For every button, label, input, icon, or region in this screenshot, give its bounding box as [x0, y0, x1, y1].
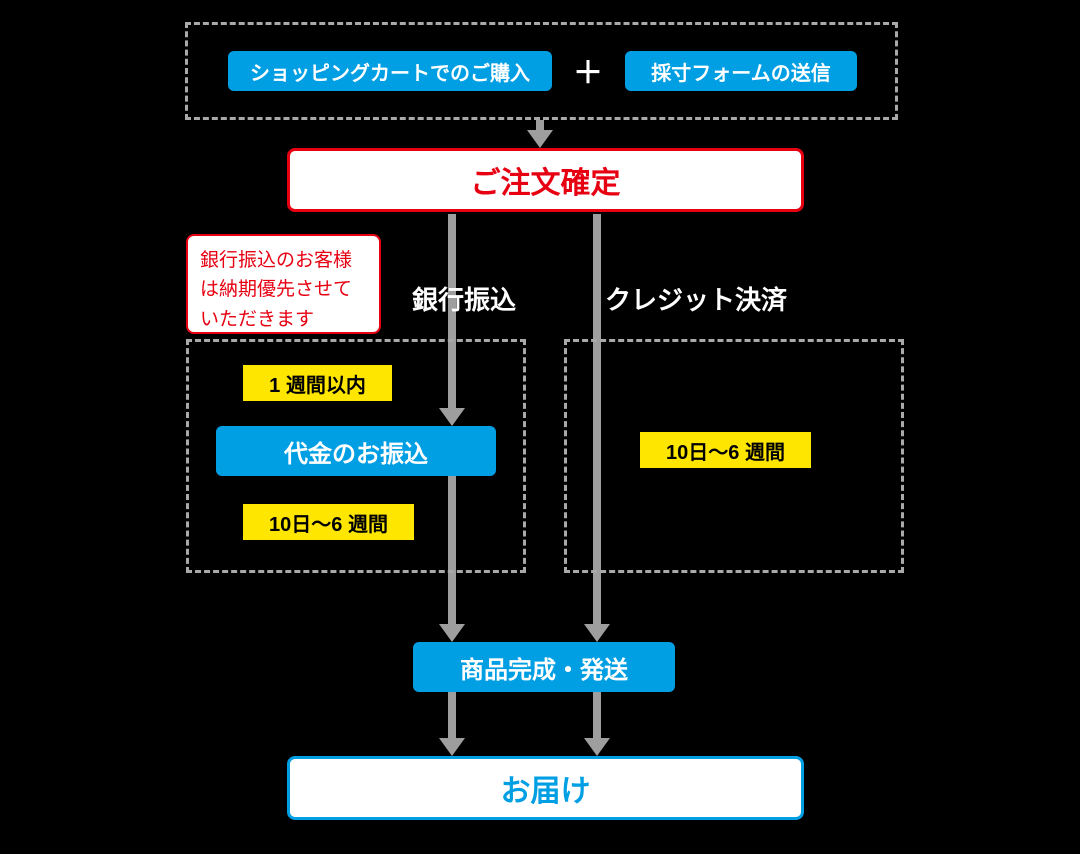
credit-duration-10d-6w: 10日～6 週間: [640, 432, 811, 468]
product-complete-ship-pill: 商品完成・発送: [413, 642, 675, 692]
bank-duration-10d-6w: 10日～6 週間: [243, 504, 414, 540]
measurement-form-label: 採寸フォームの送信: [651, 57, 830, 86]
arrow-layer: [0, 0, 1080, 854]
payment-transfer-label: 代金のお振込: [284, 434, 428, 469]
cart-purchase-label: ショッピングカートでのご購入: [250, 57, 530, 86]
delivery-box: お届け: [287, 756, 804, 820]
plus-icon: ＋: [568, 48, 608, 92]
credit-payment-title: クレジット決済: [605, 280, 787, 317]
product-complete-ship-label: 商品完成・発送: [460, 650, 628, 685]
flowchart-stage: ショッピングカートでのご購入 ＋ 採寸フォームの送信 ご注文確定 銀行振込のお客…: [0, 0, 1080, 854]
cart-purchase-pill: ショッピングカートでのご購入: [228, 51, 552, 91]
delivery-label: お届け: [501, 766, 591, 810]
payment-transfer-pill: 代金のお振込: [216, 426, 496, 476]
order-confirm-label: ご注文確定: [471, 158, 621, 202]
order-confirm-box: ご注文確定: [287, 148, 804, 212]
measurement-form-pill: 採寸フォームの送信: [625, 51, 857, 91]
bank-duration-within-1-week: 1 週間以内: [243, 365, 392, 401]
bank-transfer-note-text: 銀行振込のお客様は納期優先させていただきます: [200, 250, 352, 330]
bank-transfer-note: 銀行振込のお客様は納期優先させていただきます: [186, 234, 381, 334]
bank-transfer-title: 銀行振込: [412, 280, 516, 317]
